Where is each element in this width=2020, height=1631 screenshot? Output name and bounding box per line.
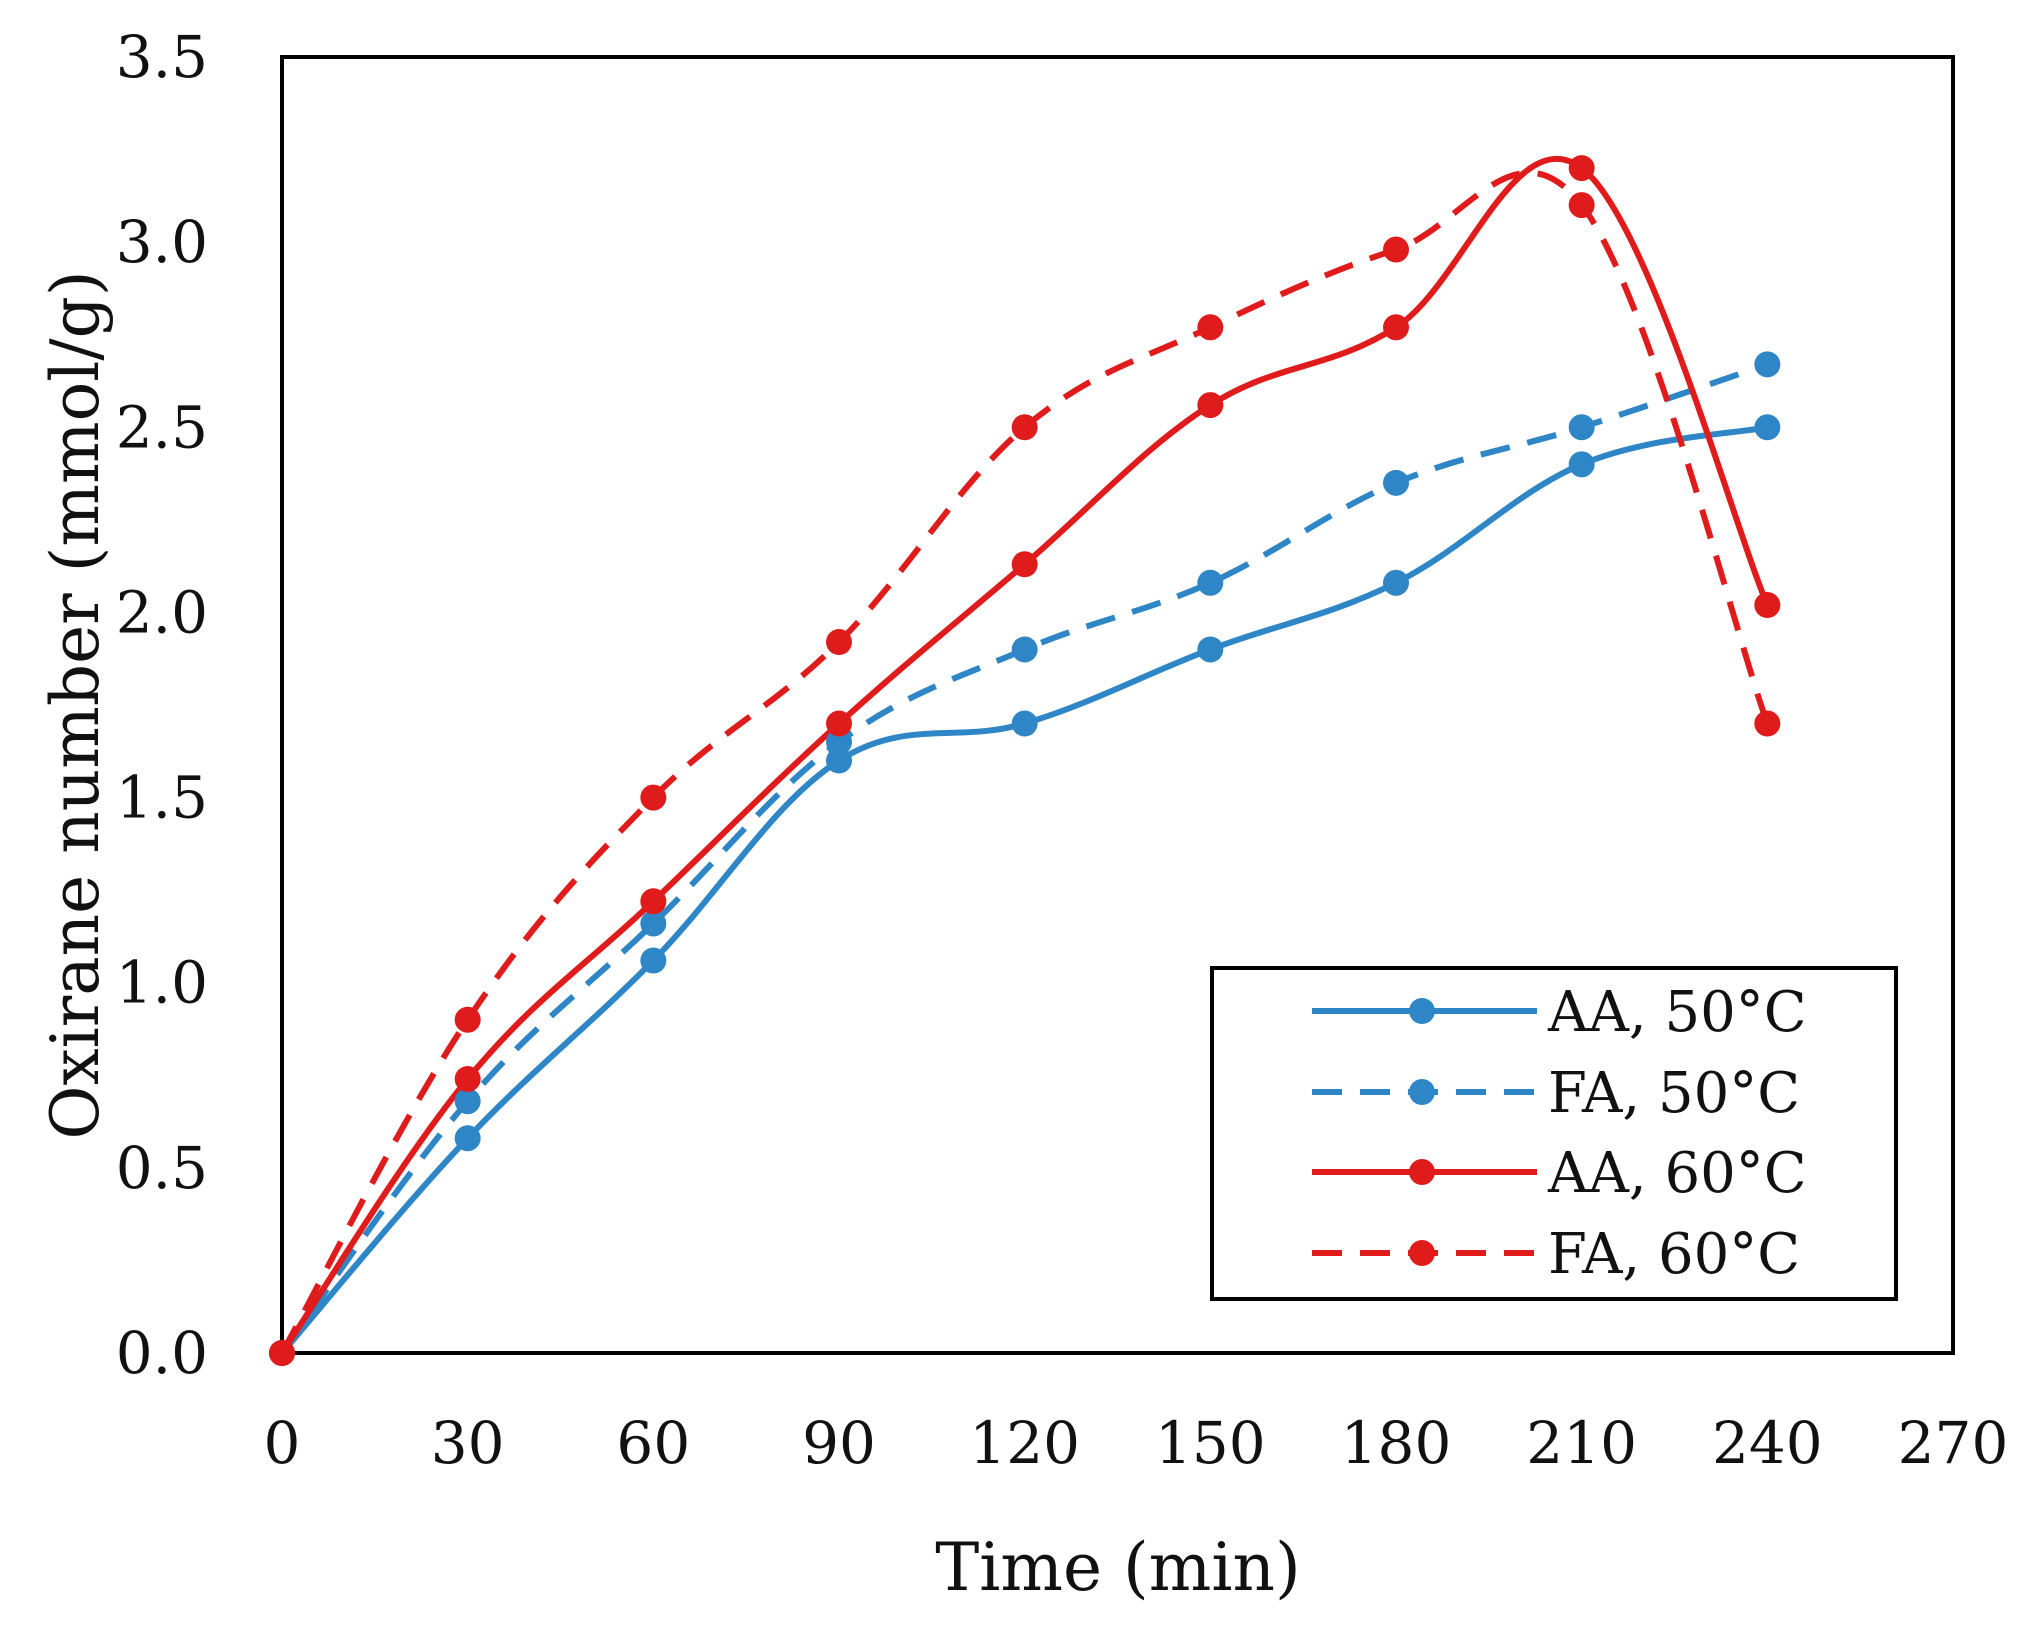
data-point-fa-50-c	[826, 729, 852, 756]
data-point-aa-50-c	[1011, 710, 1038, 737]
data-point-fa-50-c	[1197, 569, 1224, 596]
data-point-fa-60-c	[640, 784, 667, 811]
data-point-aa-60-c	[1568, 155, 1595, 182]
legend-swatch-marker-aa-50-c	[1409, 998, 1435, 1024]
y-axis-ticks: 0.0 0.5 1.0 1.5 2.0 2.5 3.0 3.5	[116, 23, 208, 1387]
data-point-aa-50-c	[640, 947, 667, 974]
x-axis-ticks: 0 30 60 90 120 150 180 210 240 270	[264, 1409, 2009, 1477]
data-point-aa-60-c	[1383, 314, 1409, 341]
legend-label-fa-50-c: FA, 50°C	[1548, 1061, 1800, 1126]
x-axis-title: Time (min)	[935, 1529, 1300, 1606]
x-tick-label: 210	[1526, 1409, 1637, 1477]
data-point-aa-50-c	[826, 747, 852, 774]
legend-label-aa-50-c: AA, 50°C	[1547, 980, 1807, 1045]
series-markers	[269, 155, 1781, 1366]
data-point-fa-50-c	[640, 910, 667, 937]
data-point-aa-60-c	[1754, 592, 1781, 619]
y-tick-label: 2.0	[116, 578, 208, 646]
data-point-fa-60-c	[1197, 314, 1224, 341]
data-point-fa-50-c	[1754, 351, 1781, 378]
series-line-aa-50-c	[279, 424, 1768, 1355]
y-axis-title: Oxirane number (mmol/g)	[37, 270, 114, 1139]
legend: AA, 50°C FA, 50°C AA, 60°C FA, 60°C	[1210, 966, 1898, 1301]
y-tick-label: 0.0	[116, 1319, 208, 1387]
x-tick-label: 240	[1712, 1409, 1823, 1477]
data-point-aa-60-c	[1011, 551, 1038, 578]
data-point-fa-60-c	[826, 629, 852, 656]
series-line-fa-50-c	[279, 361, 1769, 1355]
legend-entries: AA, 50°C FA, 50°C AA, 60°C FA, 60°C	[1312, 980, 1807, 1287]
y-tick-label: 2.5	[116, 393, 208, 461]
data-point-fa-60-c	[1568, 192, 1595, 219]
data-point-fa-50-c	[454, 1088, 481, 1115]
y-tick-label: 0.5	[116, 1134, 208, 1202]
y-tick-label: 1.5	[116, 764, 208, 832]
data-point-fa-60-c	[1754, 710, 1781, 737]
data-point-fa-60-c	[1383, 236, 1409, 263]
legend-label-aa-60-c: AA, 60°C	[1547, 1141, 1807, 1206]
data-point-aa-60-c	[640, 888, 667, 915]
data-point-fa-60-c	[1011, 414, 1038, 441]
data-point-fa-50-c	[1383, 469, 1409, 496]
data-point-aa-50-c	[1568, 451, 1595, 478]
data-point-fa-50-c	[1011, 636, 1038, 663]
x-tick-label: 180	[1341, 1409, 1452, 1477]
x-tick-label: 0	[264, 1409, 301, 1477]
legend-swatch-marker-fa-60-c	[1409, 1240, 1435, 1266]
x-tick-label: 30	[431, 1409, 505, 1477]
legend-swatch-marker-fa-50-c	[1409, 1079, 1435, 1105]
data-point-aa-60-c	[826, 710, 852, 737]
data-point-aa-50-c	[454, 1125, 481, 1152]
y-tick-label: 3.0	[116, 208, 208, 276]
x-tick-label: 150	[1155, 1409, 1266, 1477]
plot-area-frame	[280, 55, 1955, 1355]
data-point-aa-50-c	[1197, 636, 1224, 663]
data-point-fa-60-c	[454, 1006, 481, 1033]
x-tick-label: 270	[1898, 1409, 2009, 1477]
data-point-fa-50-c	[1568, 414, 1595, 441]
legend-label-fa-60-c: FA, 60°C	[1548, 1222, 1800, 1287]
data-point-aa-50-c	[1383, 569, 1409, 596]
y-tick-label: 3.5	[116, 23, 208, 91]
x-tick-label: 90	[802, 1409, 876, 1477]
x-tick-label: 60	[616, 1409, 690, 1477]
y-tick-label: 1.0	[116, 949, 208, 1017]
data-point-aa-60-c	[1197, 392, 1224, 419]
data-point-aa-60-c	[454, 1065, 481, 1092]
legend-frame	[1210, 966, 1898, 1301]
legend-swatch-marker-aa-60-c	[1409, 1159, 1435, 1185]
data-point-aa-60-c	[269, 1340, 295, 1366]
data-point-aa-50-c	[1754, 414, 1781, 441]
x-tick-label: 120	[969, 1409, 1080, 1477]
